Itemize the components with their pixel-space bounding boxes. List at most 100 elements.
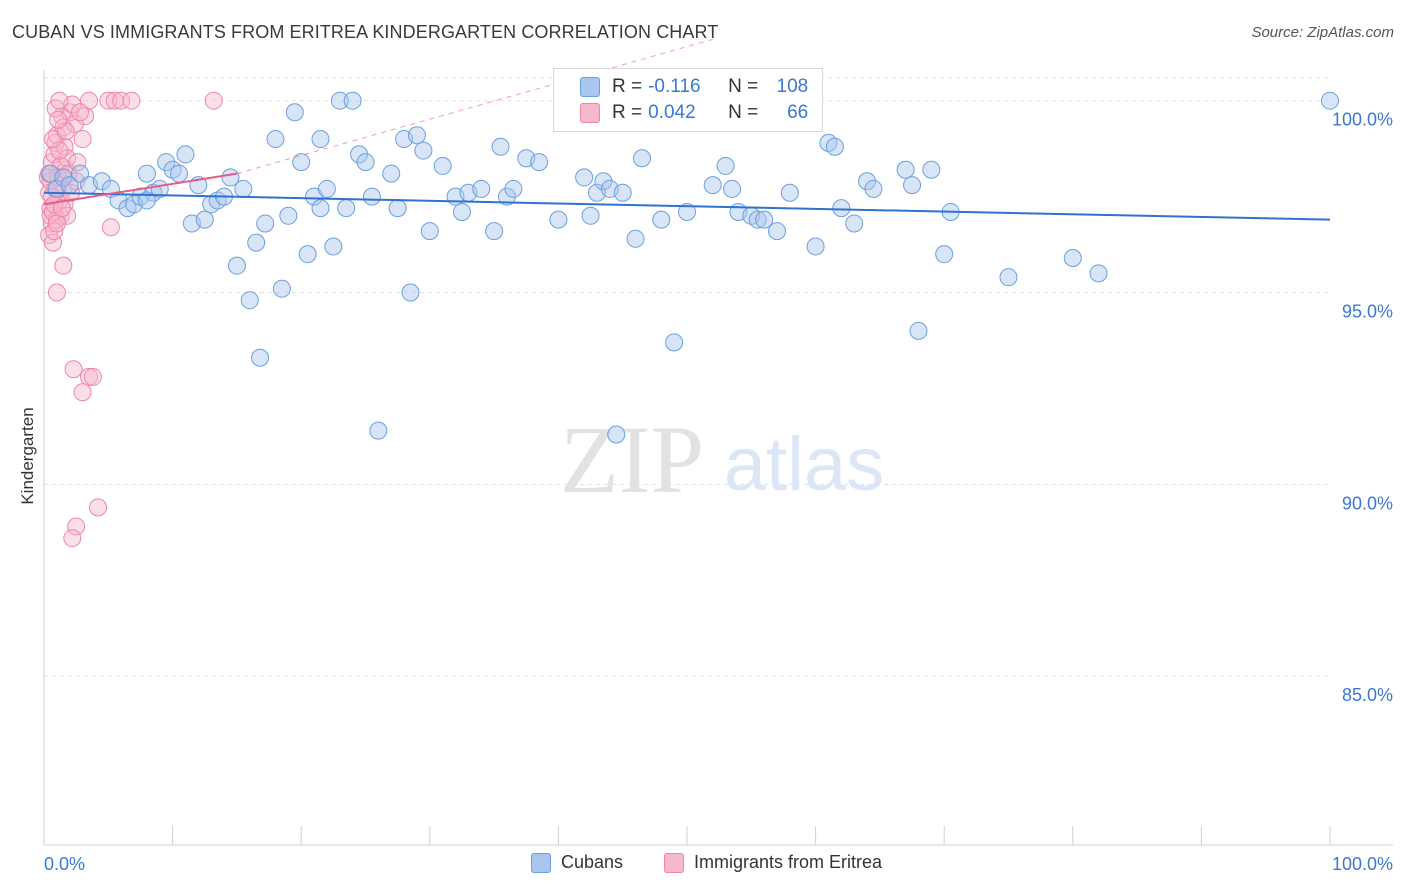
cubans-point [935,245,954,264]
cubans-point [157,153,176,172]
cubans-point [356,153,375,172]
n-label: N = [728,76,759,97]
cubans-point [137,164,156,183]
cubans-point [285,103,304,122]
cubans-point [903,176,922,195]
eritrea-n-value: 66 [787,102,809,123]
eritrea-point [83,367,102,386]
cubans-point [369,421,388,440]
cubans-point [256,214,275,233]
cubans-point [317,179,336,198]
cubans-point [530,153,549,172]
watermark-atlas: atlas [724,422,885,507]
cubans-n-value: 108 [776,76,809,97]
cubans-point [858,172,877,191]
n-label: N = [728,102,759,123]
cubans-legend-label: Cubans [561,852,624,872]
y-tick-label: 95.0% [1342,302,1393,322]
legend-item-cubans[interactable]: Cubans [531,852,623,873]
eritrea-trend-line [43,172,238,206]
cubans-point [613,183,632,202]
cubans-point [581,206,600,225]
cubans-point [768,222,787,241]
eritrea-point [58,149,77,168]
cubans-point [703,176,722,195]
cubans-point [266,130,285,149]
cubans-point [1321,91,1339,110]
cubans-point [452,202,471,221]
cubans-point [92,172,111,191]
cubans-point [407,126,426,145]
eritrea-legend-label: Immigrants from Eritrea [694,852,883,872]
cubans-point [832,199,851,218]
cubans-point [240,291,259,310]
eritrea-point [99,91,118,110]
eritrea-point [64,360,83,379]
cubans-point [652,210,671,229]
eritrea-r-value: 0.042 [648,102,696,123]
cubans-point [311,199,330,218]
chart-title: CUBAN VS IMMIGRANTS FROM ERITREA KINDERG… [12,22,719,42]
cubans-point [780,183,799,202]
grid-layer [44,77,1330,677]
eritrea-point [89,498,108,517]
cubans-point [292,153,311,172]
cubans-r-value: -0.116 [648,76,701,97]
source-note: Source: ZipAtlas.com [1251,24,1394,41]
eritrea-swatch [580,103,600,123]
cubans-points [41,91,1339,444]
cubans-point [324,237,343,256]
cubans-point [594,172,613,191]
cubans-point [362,187,381,206]
eritrea-points [38,91,223,548]
cubans-point [909,321,928,340]
eritrea-point [67,517,86,536]
y-tick-label: 90.0% [1342,493,1393,513]
cubans-point [864,179,883,198]
eritrea-point [44,233,63,252]
x-tick-label-min: 0.0% [44,854,85,874]
eritrea-point [49,110,68,129]
cubans-point [330,91,349,110]
eritrea-point [122,91,141,110]
cubans-point [678,202,696,221]
watermark-zip: ZIP [560,406,704,513]
cubans-point [279,206,298,225]
cubans-point [170,164,189,183]
eritrea-point [73,130,92,149]
cubans-point [716,156,735,175]
cubans-point [337,199,356,218]
cubans-point [176,145,195,164]
eritrea-trend-extension [236,38,713,175]
cubans-point [665,333,684,352]
eritrea-point [63,529,82,548]
cubans-point [382,164,401,183]
cubans-point [343,91,362,110]
legend-item-eritrea[interactable]: Immigrants from Eritrea [664,852,882,873]
eritrea-point [68,153,87,172]
cubans-point [896,160,915,179]
eritrea-point [101,218,120,237]
eritrea-point [73,383,92,402]
cubans-point [388,199,407,218]
eritrea-point [47,214,66,233]
eritrea-point [65,114,84,133]
cubans-point [251,348,270,367]
cubans-point [227,256,246,275]
cubans-point [806,237,825,256]
cubans-point [485,222,504,241]
watermark: ZIP atlas [560,406,884,513]
cubans-swatch [580,77,600,97]
y-axis-title: Kindergarten [18,407,37,505]
cubans-point [755,210,774,229]
cubans-point [54,168,73,187]
cubans-point [504,179,523,198]
y-tick-label: 100.0% [1332,110,1393,130]
cubans-point [607,425,626,444]
cubans-point [845,214,864,233]
cubans-point [549,210,568,229]
eritrea-point [50,141,69,160]
cubans-point [350,145,369,164]
cubans-point [1063,248,1082,267]
